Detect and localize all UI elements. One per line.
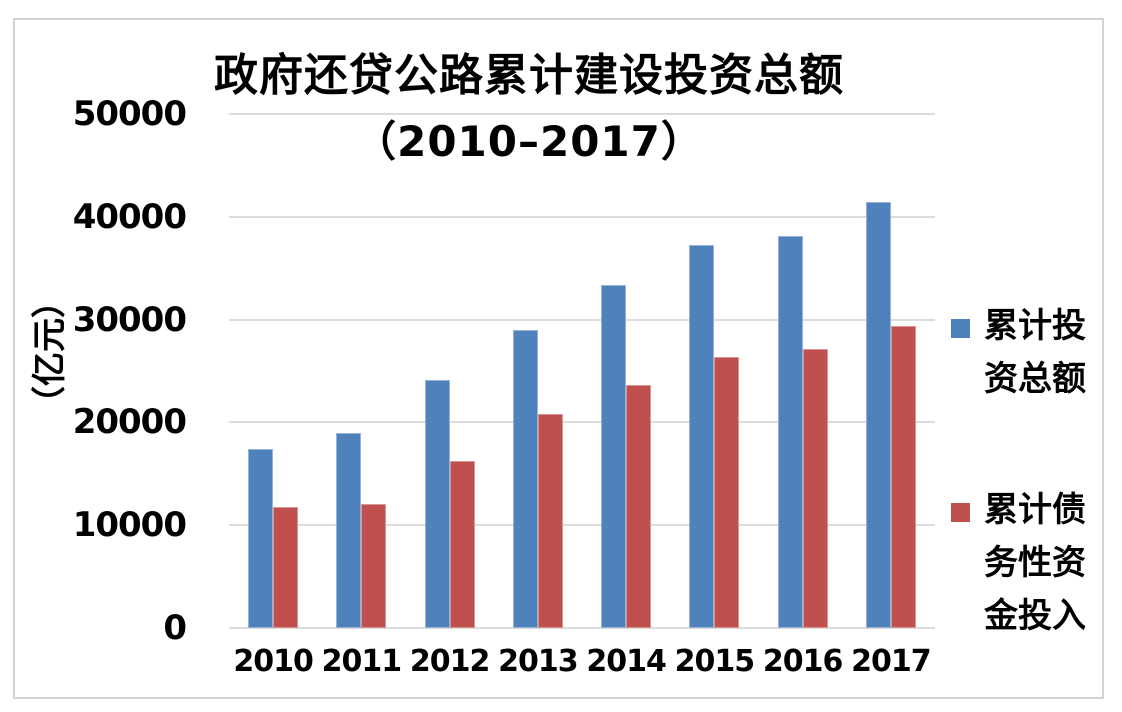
bar-2015-series-1 bbox=[714, 356, 740, 628]
bar-2016-series-1 bbox=[802, 349, 828, 628]
bar-2014-series-0 bbox=[601, 284, 627, 628]
gridline bbox=[229, 215, 935, 218]
bar-2017-series-0 bbox=[865, 202, 891, 628]
y-tick-label: 10000 bbox=[72, 505, 187, 546]
bar-2010-series-1 bbox=[273, 506, 299, 628]
x-tick-label: 2015 bbox=[674, 644, 756, 679]
gridline bbox=[229, 421, 935, 424]
gridline bbox=[229, 627, 935, 629]
bar-2012-series-0 bbox=[424, 380, 450, 628]
bar-2013-series-0 bbox=[512, 329, 538, 628]
gridline bbox=[229, 113, 935, 115]
bar-2016-series-0 bbox=[777, 236, 803, 628]
bar-2013-series-1 bbox=[537, 414, 563, 628]
chart-title: 政府还贷公路累计建设投资总额 bbox=[214, 50, 844, 101]
bar-2012-series-1 bbox=[449, 461, 475, 628]
bar-2011-series-0 bbox=[336, 432, 362, 628]
bar-2014-series-1 bbox=[626, 385, 652, 628]
x-tick-label: 2013 bbox=[498, 644, 579, 679]
gridline bbox=[229, 318, 935, 321]
x-tick-label: 2017 bbox=[851, 644, 932, 679]
bar-2017-series-1 bbox=[890, 325, 916, 628]
x-tick-label: 2016 bbox=[762, 644, 844, 679]
bar-2015-series-0 bbox=[689, 244, 715, 628]
legend-swatch-1 bbox=[951, 503, 970, 522]
y-tick-label: 30000 bbox=[72, 299, 187, 340]
y-tick-label: 20000 bbox=[72, 402, 187, 443]
y-tick-label: 40000 bbox=[72, 196, 187, 237]
legend-label-0: 累计投 资总额 bbox=[984, 306, 1086, 399]
bar-2010-series-0 bbox=[248, 449, 274, 628]
chart-subtitle: （2010–2017） bbox=[354, 117, 704, 166]
legend-label-1: 累计债 务性资 金投入 bbox=[984, 490, 1086, 636]
y-tick-label: 0 bbox=[163, 608, 187, 648]
x-tick-label: 2010 bbox=[233, 644, 314, 679]
gridline bbox=[229, 524, 935, 527]
x-tick-label: 2014 bbox=[586, 644, 667, 679]
bar-2011-series-1 bbox=[361, 503, 387, 628]
legend-swatch-0 bbox=[951, 319, 970, 338]
x-tick-label: 2012 bbox=[409, 644, 491, 679]
x-tick-label: 2011 bbox=[321, 644, 403, 679]
chart-header: 政府还贷公路累计建设投资总额 （2010–2017） bbox=[129, 46, 929, 170]
y-tick-label: 50000 bbox=[72, 94, 187, 134]
